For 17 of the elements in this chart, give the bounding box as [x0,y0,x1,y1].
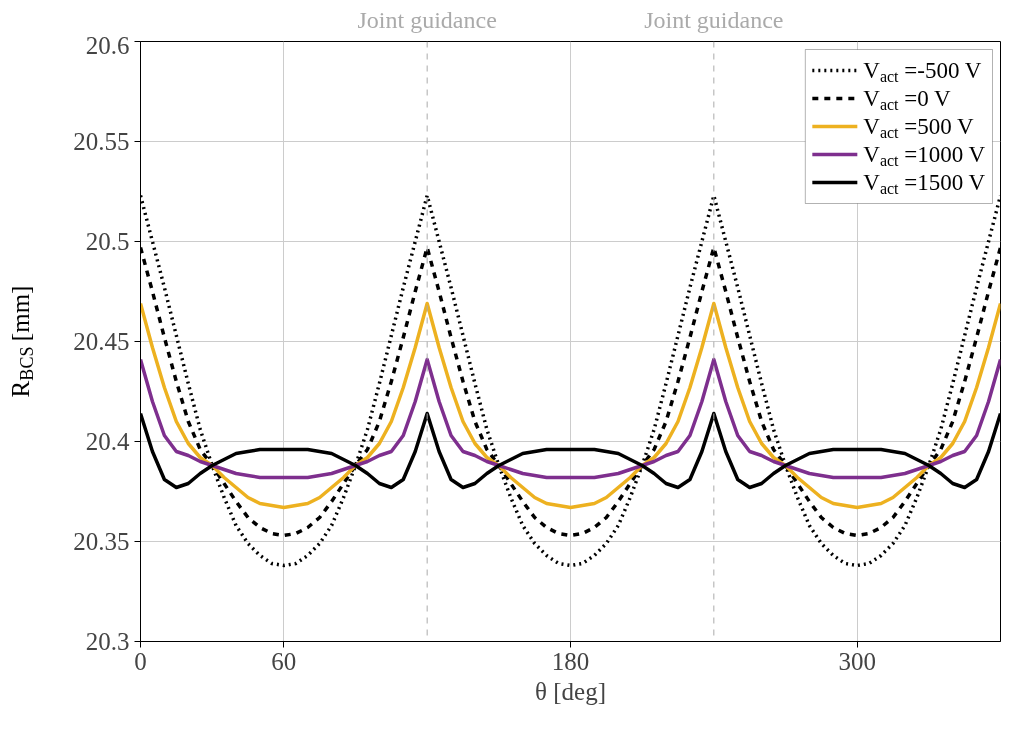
y-tick-label: 20.4 [85,428,130,455]
x-tick-label: 0 [134,647,147,675]
y-tick-label: 20.3 [85,628,130,655]
x-tick-label: 300 [838,647,876,675]
x-axis-title: θ [deg] [535,677,606,705]
y-tick-label: 20.35 [73,528,130,555]
x-tick-label: 60 [271,647,297,675]
y-tick-label: 20.55 [73,128,130,155]
line-series [140,301,1001,510]
x-tick-label: 180 [551,647,590,675]
y-tick-label: 20.6 [85,31,130,59]
y-tick-label: 20.5 [85,228,130,255]
y-axis-title: RBCS [mm] [7,285,37,398]
ref-line-label: Joint guidance [357,6,497,33]
y-tick-label: 20.45 [73,328,130,355]
ref-line-label: Joint guidance [644,6,784,33]
line-series [140,357,1001,480]
